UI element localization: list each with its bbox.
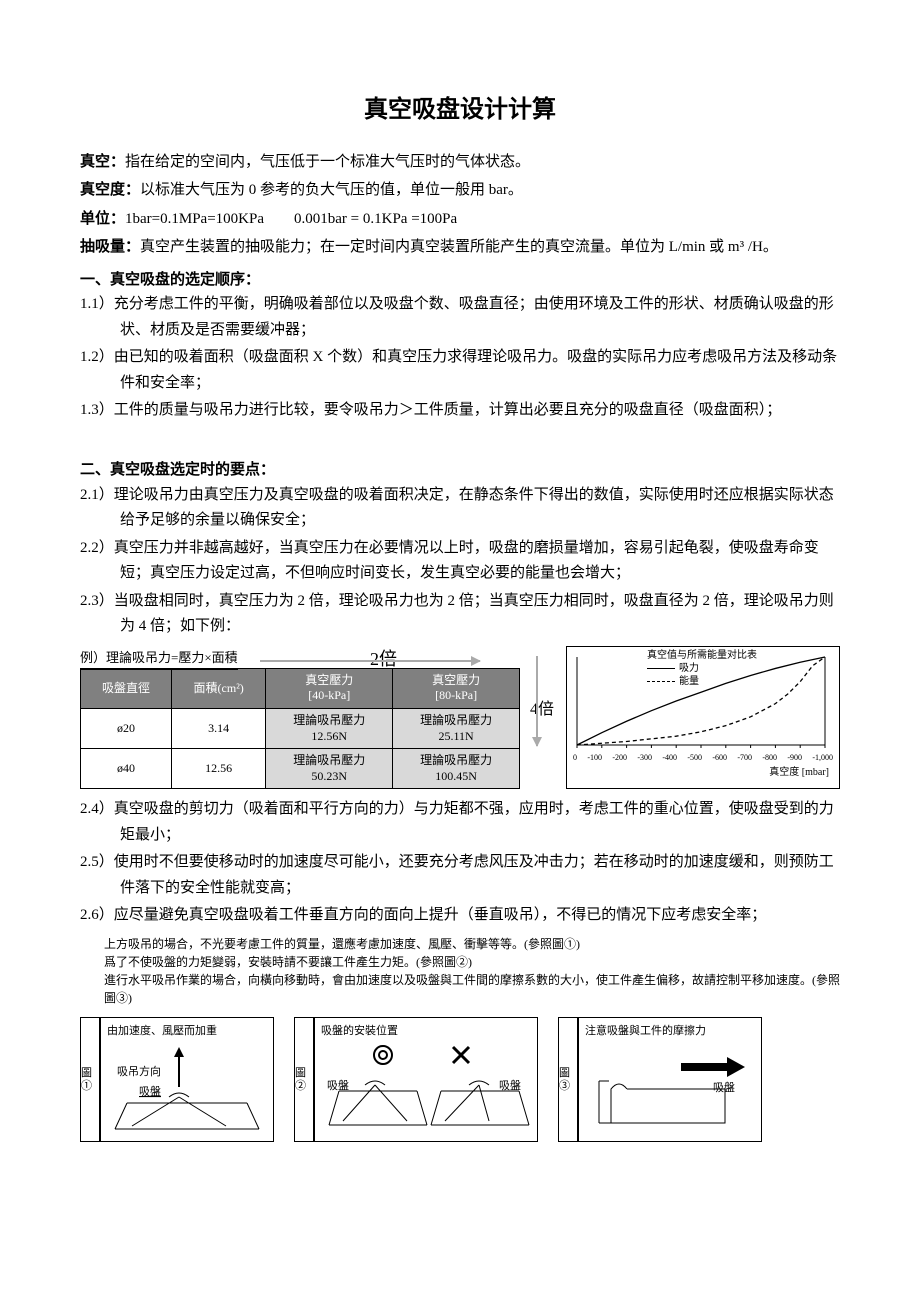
p-1-3: 1.3）工件的质量与吸吊力进行比较，要令吸吊力＞工件质量，计算出必要且充分的吸盘…	[80, 398, 840, 424]
four-times-arrow: 4倍	[528, 646, 558, 790]
note-2: 爲了不使吸盤的力矩變弱，安裝時請不要讓工件產生力矩。(參照圖②)	[104, 953, 840, 971]
chart-title: 真空值与所需能量对比表	[647, 649, 757, 662]
note-3: 進行水平吸吊作業的場合，向橫向移動時，會由加速度以及吸盤與工件間的摩擦系數的大小…	[104, 971, 840, 1007]
def-unit-label: 单位：	[80, 210, 125, 227]
legend-dash-icon	[647, 681, 675, 682]
d2-pad-left-label: 吸盤	[327, 1079, 349, 1092]
chart-xlabel: 真空度 [mbar]	[571, 764, 835, 781]
def-pump-label: 抽吸量：	[80, 238, 140, 255]
diagram-3-label: 圖③	[558, 1017, 578, 1142]
calc-table-wrap: 例）理論吸吊力=壓力×面積 2倍 吸盤直徑 面積(cm²) 真空壓力 [40-k…	[80, 646, 520, 790]
cell-f40: 理論吸吊壓力 50.23N	[266, 749, 393, 789]
table-title: 例）理論吸吊力=壓力×面積	[80, 647, 238, 670]
diagram-2-title: 吸盤的安裝位置	[321, 1022, 531, 1041]
p-2-2: 2.2）真空压力并非越高越好，当真空压力在必要情况以上时，吸盘的磨损量增加，容易…	[80, 536, 840, 587]
diagram-1-label: 圖①	[80, 1017, 100, 1142]
document-page: 真空吸盘设计计算 真空：指在给定的空间内，气压低于一个标准大气压时的气体状态。 …	[0, 0, 920, 1302]
chart-legend: 真空值与所需能量对比表 吸力 能量	[647, 649, 757, 688]
diagram-1-box: 由加速度、風壓而加重 吸吊方向 吸盤	[100, 1017, 274, 1142]
diagram-1-svg: 吸吊方向 吸盤	[107, 1041, 267, 1131]
d2-pad-right-label: 吸盤	[499, 1079, 521, 1092]
def-pump: 抽吸量：真空产生装置的抽吸能力；在一定时间内真空装置所能产生的真空流量。单位为 …	[80, 234, 840, 261]
legend-solid-icon	[647, 668, 675, 669]
four-times-label: 4倍	[530, 696, 554, 723]
th-area: 面積(cm²)	[172, 668, 266, 708]
example-row: 例）理論吸吊力=壓力×面積 2倍 吸盤直徑 面積(cm²) 真空壓力 [40-k…	[80, 646, 840, 790]
cell-dia: ø20	[81, 708, 172, 748]
d1-dir-label: 吸吊方向	[117, 1064, 161, 1078]
small-notes: 上方吸吊的場合，不光要考慮工件的質量，還應考慮加速度、風壓、衝擊等等。(參照圖①…	[104, 935, 840, 1007]
def-unit-text: 1bar=0.1MPa=100KPa 0.001bar = 0.1KPa =10…	[125, 211, 457, 227]
diagram-row: 圖① 由加速度、風壓而加重 吸吊方向 吸盤 圖②	[80, 1017, 840, 1142]
legend-dash-label: 能量	[679, 676, 699, 687]
cell-f40: 理論吸吊壓力 12.56N	[266, 708, 393, 748]
diagram-3-title: 注意吸盤與工件的摩擦力	[585, 1022, 755, 1041]
arrow-down-icon	[536, 656, 538, 746]
cell-dia: ø40	[81, 749, 172, 789]
page-title: 真空吸盘设计计算	[80, 90, 840, 131]
cell-f80: 理論吸吊壓力 100.45N	[393, 749, 520, 789]
p-1-1: 1.1）充分考虑工件的平衡，明确吸着部位以及吸盘个数、吸盘直径；由使用环境及工件…	[80, 292, 840, 343]
two-times-arrow: 例）理論吸吊力=壓力×面積 2倍	[80, 646, 520, 668]
note-1: 上方吸吊的場合，不光要考慮工件的質量，還應考慮加速度、風壓、衝擊等等。(參照圖①…	[104, 935, 840, 953]
p-2-3: 2.3）当吸盘相同时，真空压力为 2 倍，理论吸吊力也为 2 倍；当真空压力相同…	[80, 589, 840, 640]
arrow-right-icon	[260, 660, 480, 662]
d3-pad-label: 吸盤	[713, 1081, 735, 1094]
table-row: ø40 12.56 理論吸吊壓力 50.23N 理論吸吊壓力 100.45N	[81, 749, 520, 789]
diagram-2-svg: 吸盤 吸盤	[321, 1043, 531, 1133]
def-vacuum-text: 指在给定的空间内，气压低于一个标准大气压时的气体状态。	[125, 154, 530, 170]
cell-area: 12.56	[172, 749, 266, 789]
cell-f80: 理論吸吊壓力 25.11N	[393, 708, 520, 748]
diagram-1-title: 由加速度、風壓而加重	[107, 1022, 267, 1041]
section1-heading: 一、真空吸盘的选定顺序：	[80, 267, 840, 293]
legend-solid-label: 吸力	[679, 663, 699, 674]
diagram-1: 圖① 由加速度、風壓而加重 吸吊方向 吸盤	[80, 1017, 274, 1142]
diagram-3-box: 注意吸盤與工件的摩擦力 吸盤	[578, 1017, 762, 1142]
table-header-row: 吸盤直徑 面積(cm²) 真空壓力 [40-kPa] 真空壓力 [80-kPa]	[81, 668, 520, 708]
cell-area: 3.14	[172, 708, 266, 748]
def-degree: 真空度：以标准大气压为 0 参考的负大气压的值，单位一般用 bar。	[80, 177, 840, 204]
diagram-2-label: 圖②	[294, 1017, 314, 1142]
p-2-5: 2.5）使用时不但要使移动时的加速度尽可能小，还要充分考虑风压及冲击力；若在移动…	[80, 850, 840, 901]
def-unit: 单位：1bar=0.1MPa=100KPa 0.001bar = 0.1KPa …	[80, 206, 840, 233]
def-vacuum: 真空：指在给定的空间内，气压低于一个标准大气压时的气体状态。	[80, 149, 840, 176]
calc-table: 吸盤直徑 面積(cm²) 真空壓力 [40-kPa] 真空壓力 [80-kPa]…	[80, 668, 520, 790]
table-row: ø20 3.14 理論吸吊壓力 12.56N 理論吸吊壓力 25.11N	[81, 708, 520, 748]
p-2-4: 2.4）真空吸盘的剪切力（吸着面和平行方向的力）与力矩都不强，应用时，考虑工件的…	[80, 797, 840, 848]
d1-pad-label: 吸盤	[139, 1085, 161, 1098]
th-dia: 吸盤直徑	[81, 668, 172, 708]
def-degree-label: 真空度：	[80, 181, 140, 198]
diagram-3-svg: 吸盤	[585, 1041, 755, 1131]
energy-chart: 真空值与所需能量对比表 吸力 能量 0-100-200-300-400-500-…	[566, 646, 840, 790]
p-2-1: 2.1）理论吸吊力由真空压力及真空吸盘的吸着面积决定，在静态条件下得出的数值，实…	[80, 483, 840, 534]
section2-heading: 二、真空吸盘选定时的要点：	[80, 457, 840, 483]
diagram-3: 圖③ 注意吸盤與工件的摩擦力 吸盤	[558, 1017, 762, 1142]
def-degree-text: 以标准大气压为 0 参考的负大气压的值，单位一般用 bar。	[140, 182, 523, 198]
th-p80: 真空壓力 [80-kPa]	[393, 668, 520, 708]
def-pump-text: 真空产生装置的抽吸能力；在一定时间内真空装置所能产生的真空流量。单位为 L/mi…	[140, 239, 778, 255]
p-2-6: 2.6）应尽量避免真空吸盘吸着工件垂直方向的面向上提升（垂直吸吊），不得已的情况…	[80, 903, 840, 929]
p-1-2: 1.2）由已知的吸着面积（吸盘面积 X 个数）和真空压力求得理论吸吊力。吸盘的实…	[80, 345, 840, 396]
chart-xticks: 0-100-200-300-400-500-600-700-800-900-1,…	[571, 751, 835, 765]
diagram-2-box: 吸盤的安裝位置 吸盤 吸盤	[314, 1017, 538, 1142]
def-vacuum-label: 真空：	[80, 153, 125, 170]
diagram-2: 圖② 吸盤的安裝位置 吸盤 吸盤	[294, 1017, 538, 1142]
